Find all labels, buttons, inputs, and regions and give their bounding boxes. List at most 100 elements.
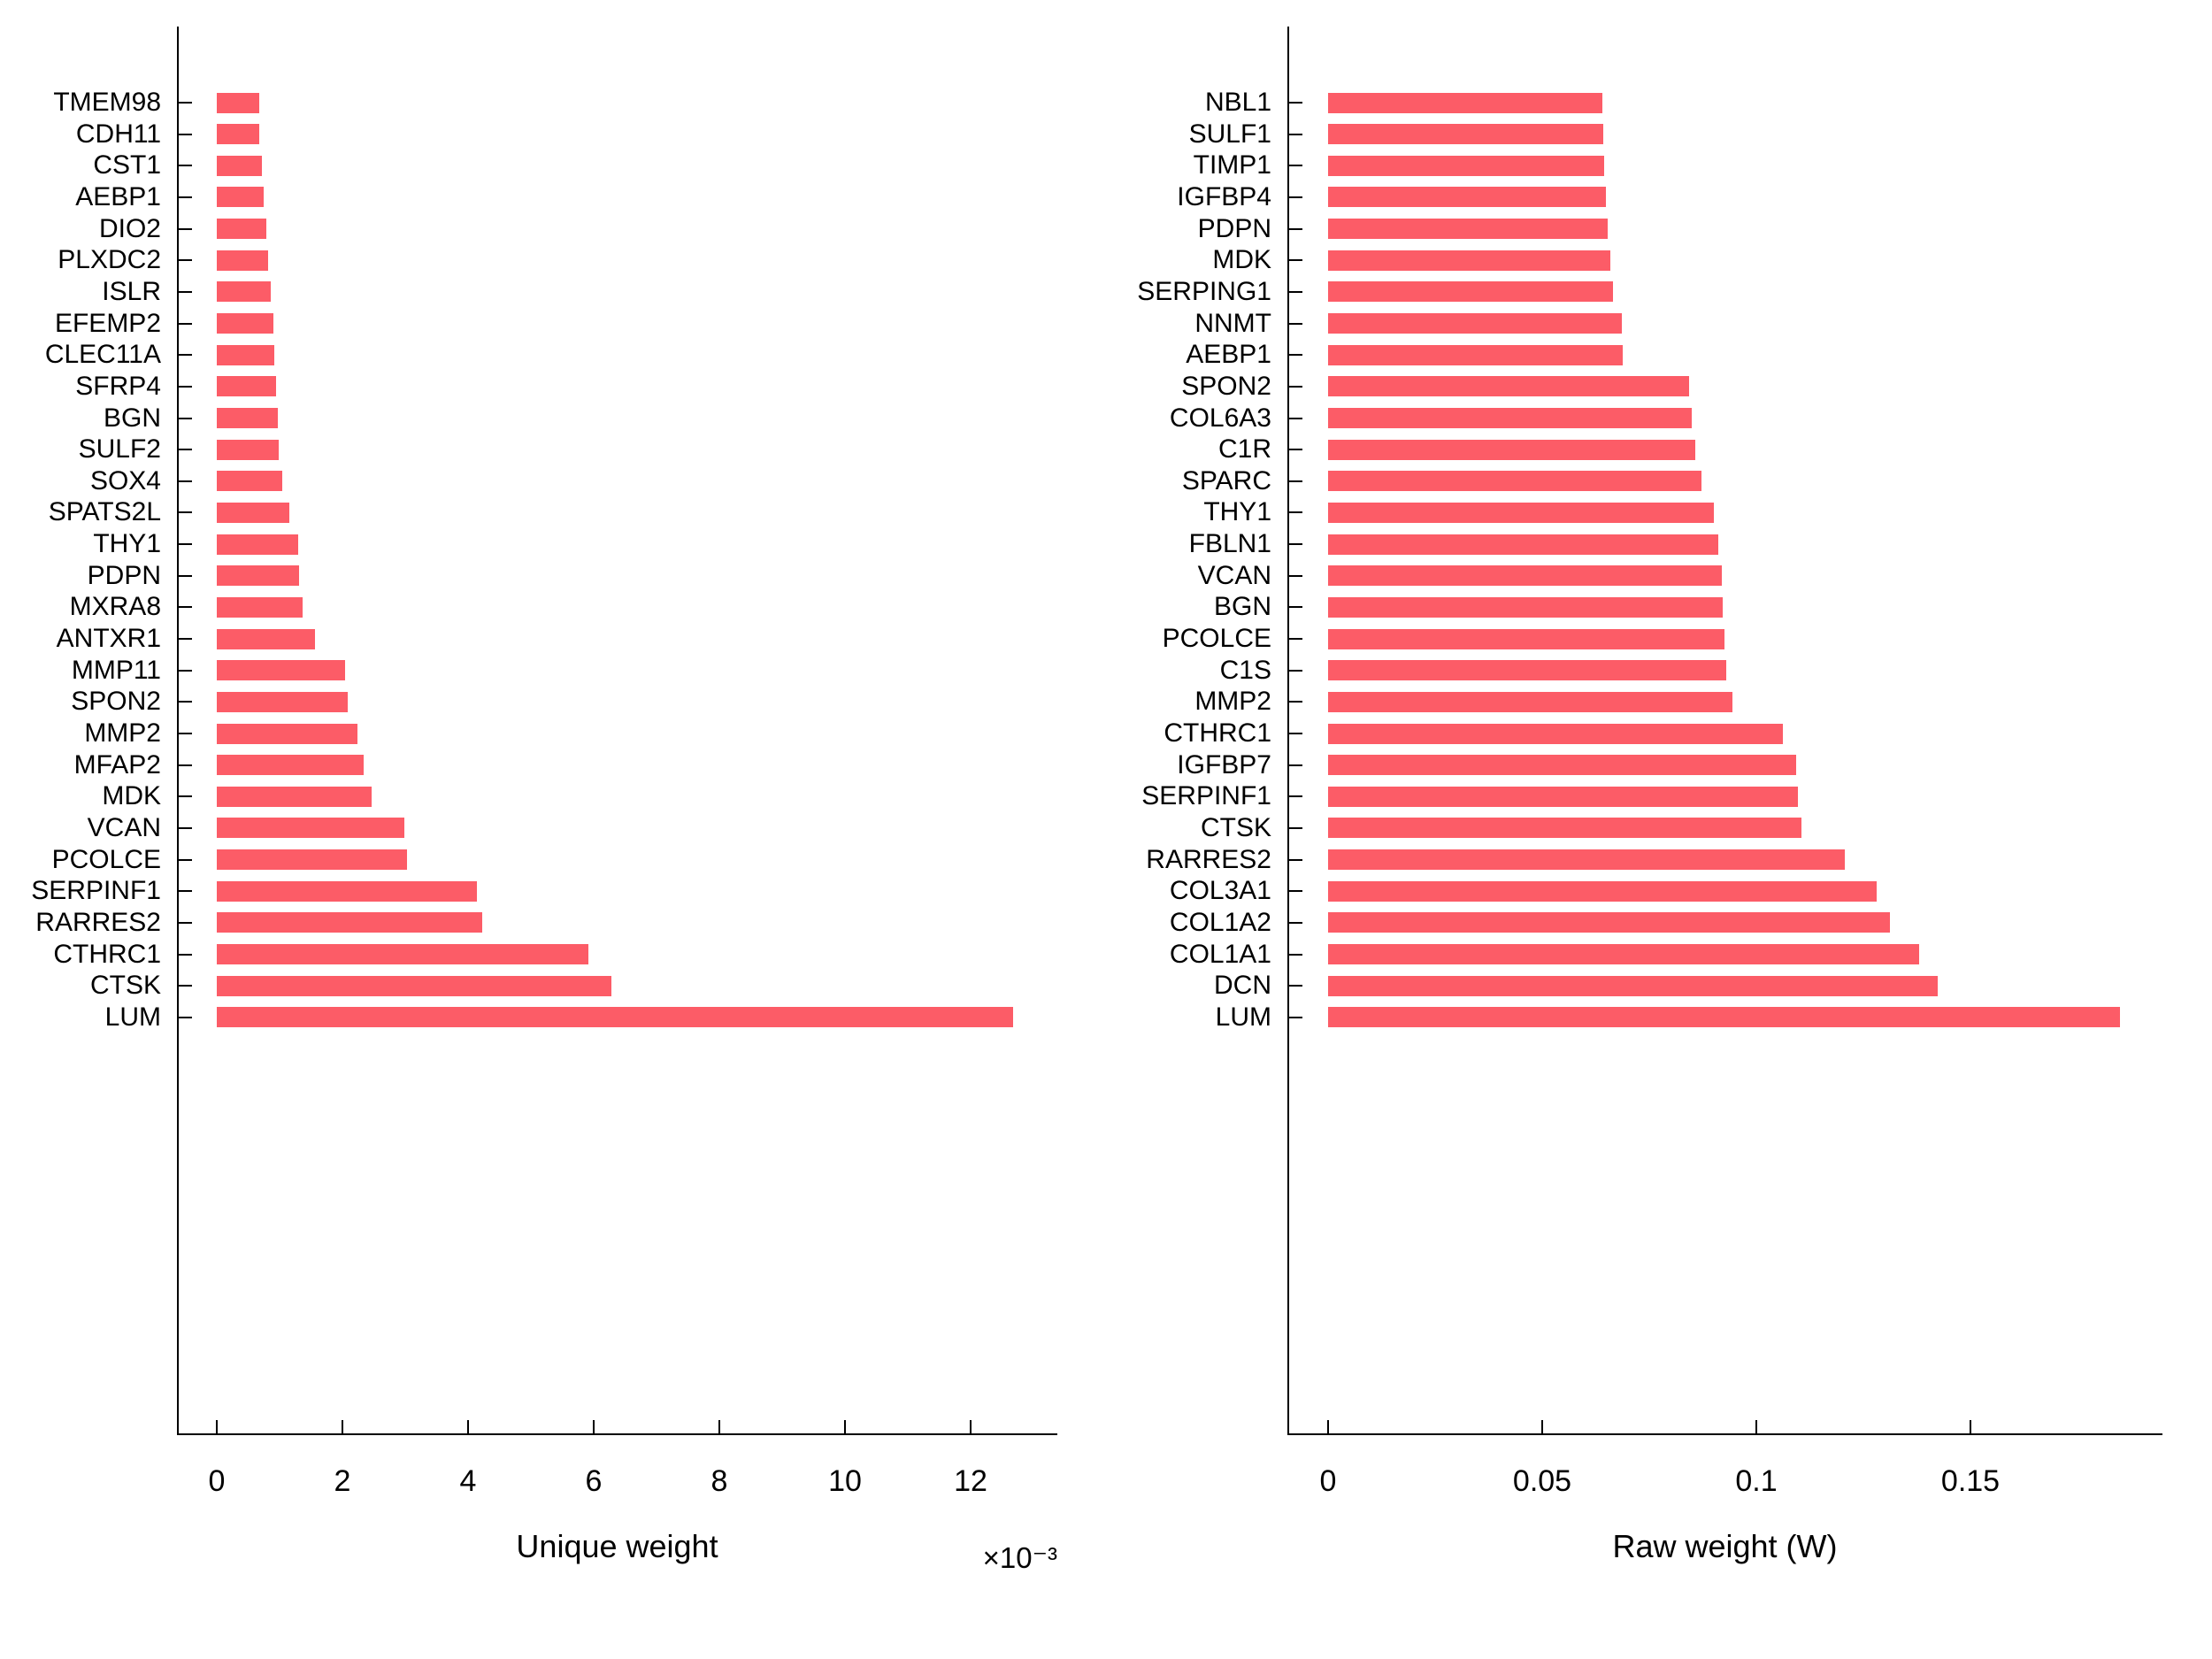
x-axis-line bbox=[1287, 1433, 2162, 1435]
bar bbox=[1328, 250, 1611, 271]
y-tick-label: NNMT bbox=[1194, 308, 1271, 338]
y-tick-label: BGN bbox=[103, 403, 161, 433]
y-tick bbox=[1289, 953, 1302, 956]
y-tick bbox=[1289, 858, 1302, 861]
y-tick-label: ISLR bbox=[102, 276, 161, 306]
bar bbox=[1328, 344, 1623, 365]
y-tick bbox=[179, 733, 192, 734]
y-tick bbox=[179, 290, 192, 293]
x-tick-label: 0.1 bbox=[1735, 1464, 1778, 1498]
y-tick bbox=[179, 196, 192, 198]
bar bbox=[217, 187, 264, 208]
x-tick bbox=[593, 1420, 595, 1433]
y-tick bbox=[179, 764, 192, 766]
y-tick-label: RARRES2 bbox=[35, 907, 161, 937]
y-tick-label: SULF2 bbox=[78, 434, 161, 465]
y-tick bbox=[1289, 196, 1302, 198]
bar bbox=[217, 786, 372, 807]
bar bbox=[1328, 376, 1689, 397]
y-tick bbox=[179, 259, 192, 262]
y-tick-label: DIO2 bbox=[98, 213, 161, 243]
y-tick-label: CTHRC1 bbox=[1164, 718, 1271, 748]
bar bbox=[217, 471, 282, 492]
y-tick-label: LUM bbox=[1215, 1002, 1271, 1032]
bar bbox=[217, 250, 268, 271]
bar bbox=[217, 975, 611, 996]
y-tick bbox=[179, 638, 192, 641]
y-tick bbox=[1289, 165, 1302, 167]
y-tick bbox=[1289, 701, 1302, 703]
y-tick bbox=[1289, 511, 1302, 514]
bar bbox=[217, 723, 358, 744]
y-tick bbox=[179, 953, 192, 956]
bar bbox=[1328, 502, 1714, 523]
bar bbox=[217, 376, 276, 397]
bar bbox=[1328, 439, 1696, 460]
bar bbox=[217, 408, 278, 428]
bar bbox=[217, 439, 280, 460]
bar bbox=[1328, 281, 1614, 303]
bar bbox=[1328, 975, 1939, 996]
y-tick-label: THY1 bbox=[93, 529, 161, 559]
y-tick bbox=[179, 511, 192, 514]
y-tick-label: COL6A3 bbox=[1169, 403, 1271, 433]
bar bbox=[1328, 755, 1796, 776]
x-axis-line bbox=[177, 1433, 1057, 1435]
y-tick bbox=[1289, 354, 1302, 357]
y-tick bbox=[1289, 102, 1302, 104]
y-tick-label: MMP11 bbox=[71, 655, 161, 685]
y-tick bbox=[1289, 543, 1302, 546]
y-tick-label: SFRP4 bbox=[75, 371, 161, 401]
bar bbox=[217, 344, 275, 365]
y-tick bbox=[1289, 574, 1302, 577]
y-tick-label: CTSK bbox=[89, 971, 161, 1001]
bar bbox=[217, 880, 477, 902]
y-tick-label: IGFBP4 bbox=[1177, 181, 1271, 211]
y-tick-label: PLXDC2 bbox=[58, 245, 161, 275]
bar bbox=[1328, 944, 1919, 965]
bar bbox=[217, 124, 260, 145]
y-tick bbox=[179, 480, 192, 482]
y-tick bbox=[1289, 480, 1302, 482]
bar bbox=[1328, 313, 1622, 334]
y-tick bbox=[179, 890, 192, 893]
y-tick-label: MDK bbox=[102, 781, 161, 811]
y-tick-label: SERPINF1 bbox=[1141, 781, 1271, 811]
bar bbox=[1328, 880, 1878, 902]
y-tick-label: SERPINF1 bbox=[31, 876, 161, 906]
bar bbox=[217, 660, 345, 681]
y-tick-label: CTSK bbox=[1200, 812, 1271, 842]
y-tick bbox=[179, 795, 192, 798]
bar bbox=[217, 1007, 1013, 1028]
x-tick bbox=[1541, 1420, 1543, 1433]
y-tick bbox=[179, 669, 192, 672]
bar bbox=[1328, 660, 1726, 681]
y-tick-label: PDPN bbox=[87, 560, 161, 590]
y-tick bbox=[179, 858, 192, 861]
bar bbox=[217, 502, 289, 523]
bar bbox=[217, 155, 263, 176]
y-tick-label: RARRES2 bbox=[1146, 844, 1271, 874]
y-tick bbox=[179, 133, 192, 135]
bar bbox=[1328, 219, 1608, 240]
bar bbox=[1328, 471, 1702, 492]
y-tick-label: CLEC11A bbox=[44, 340, 161, 370]
x-tick-label: 4 bbox=[459, 1464, 477, 1498]
y-tick-label: NBL1 bbox=[1204, 88, 1271, 117]
y-tick-label: COL3A1 bbox=[1169, 876, 1271, 906]
bar bbox=[217, 92, 259, 113]
bar bbox=[217, 281, 272, 303]
y-tick bbox=[179, 985, 192, 987]
axis-offset-label: ×10⁻³ bbox=[982, 1541, 1057, 1574]
y-tick-label: SOX4 bbox=[89, 465, 161, 495]
y-tick-label: MXRA8 bbox=[69, 592, 161, 622]
y-tick-label: DCN bbox=[1214, 971, 1271, 1001]
y-tick-label: SPON2 bbox=[71, 687, 161, 717]
raw-weight-chart: 0 0.05 0.1 0.15 Raw weight (W) NBL1 SULF1 TIMP1… bbox=[1106, 0, 2212, 1659]
x-tick-label: 2 bbox=[334, 1464, 351, 1498]
y-tick-label: SPATS2L bbox=[48, 497, 161, 527]
y-tick bbox=[179, 102, 192, 104]
y-tick bbox=[1289, 1016, 1302, 1018]
y-tick bbox=[1289, 921, 1302, 924]
